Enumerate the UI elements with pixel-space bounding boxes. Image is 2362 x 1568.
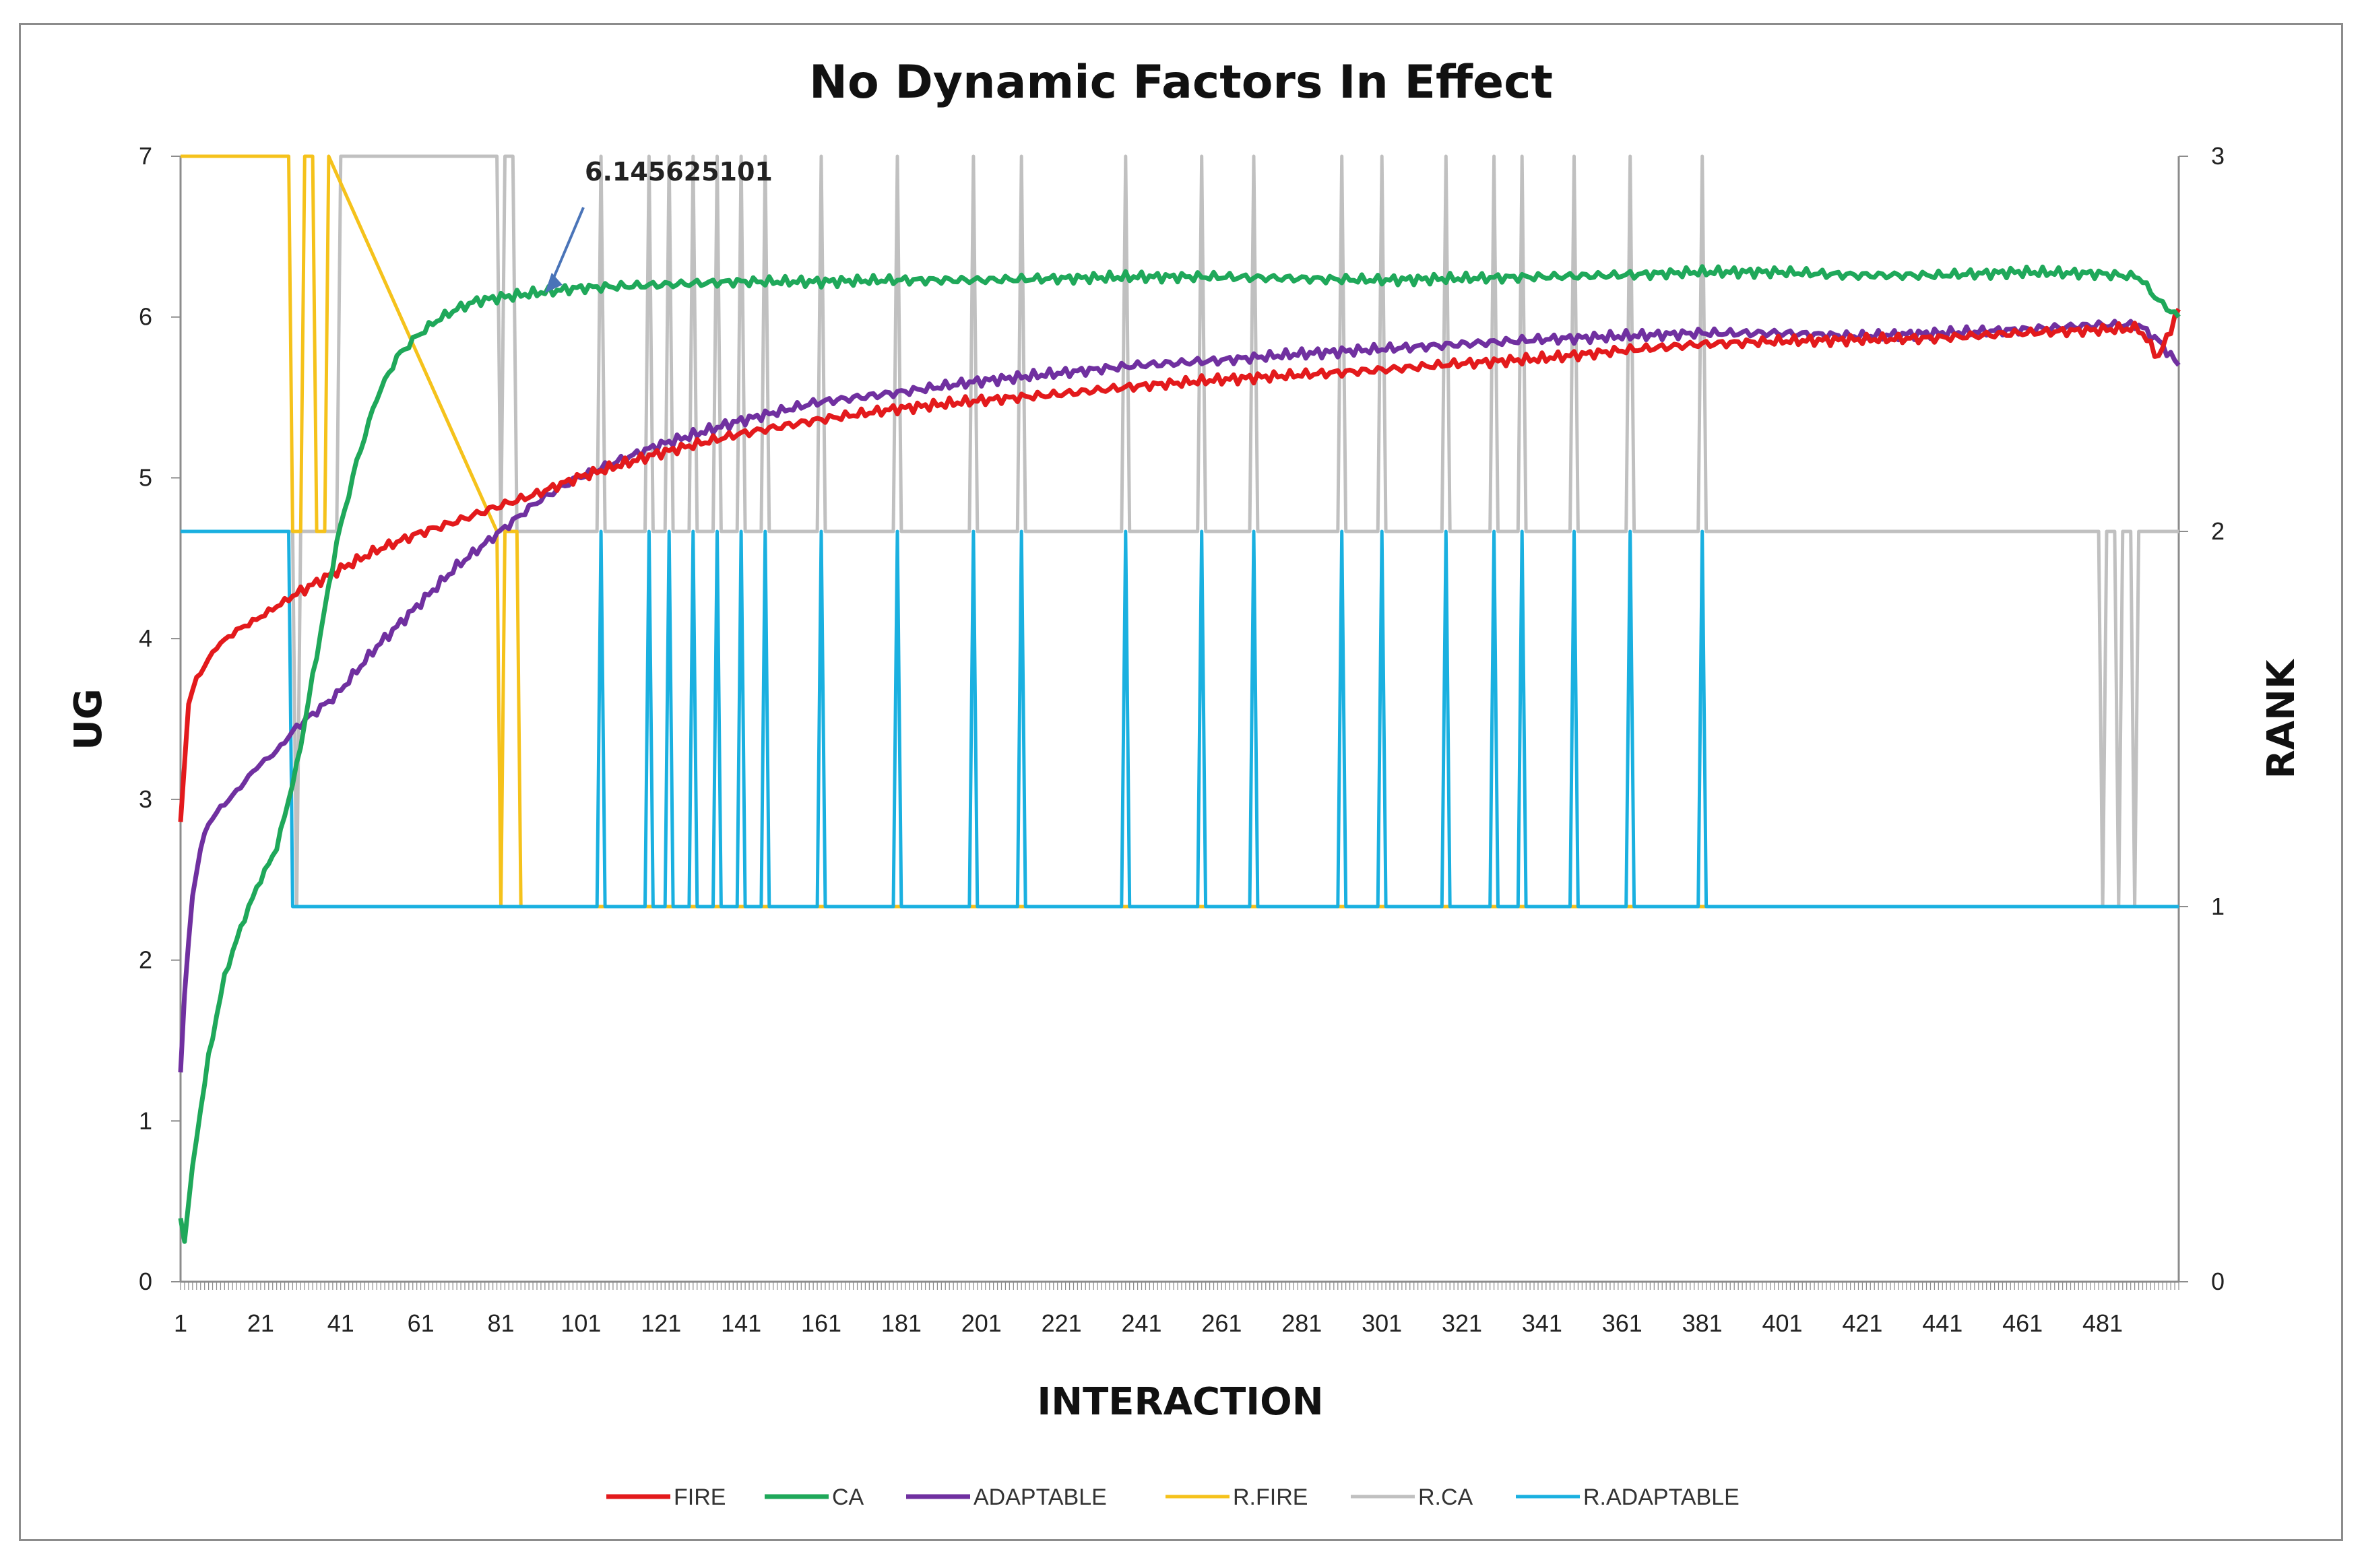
x-tick-label: 401 bbox=[1762, 1309, 1803, 1337]
x-tick-label: 161 bbox=[801, 1309, 841, 1337]
x-tick-label: 41 bbox=[327, 1309, 354, 1337]
x-tick-label: 61 bbox=[408, 1309, 435, 1337]
x-tick-label: 81 bbox=[487, 1309, 514, 1337]
x-tick-label: 361 bbox=[1602, 1309, 1642, 1337]
x-tick-label: 221 bbox=[1042, 1309, 1082, 1337]
x-tick-label: 421 bbox=[1842, 1309, 1882, 1337]
series-line-ca bbox=[178, 264, 2181, 1244]
x-tick-label: 1 bbox=[174, 1309, 187, 1337]
x-tick-label: 481 bbox=[2082, 1309, 2123, 1337]
x-tick-label: 461 bbox=[2002, 1309, 2043, 1337]
y-tick-label: 5 bbox=[139, 463, 152, 491]
y2-tick-label: 3 bbox=[2211, 142, 2225, 170]
series-line-r-ca bbox=[181, 154, 2179, 909]
legend-label: R.CA bbox=[1418, 1484, 1473, 1510]
x-tick-label: 321 bbox=[1442, 1309, 1482, 1337]
x-tick-label: 21 bbox=[247, 1309, 274, 1337]
x-tick-label: 121 bbox=[641, 1309, 681, 1337]
x-tick-label: 441 bbox=[1922, 1309, 1962, 1337]
legend-label: FIRE bbox=[674, 1484, 726, 1510]
x-tick-label: 261 bbox=[1201, 1309, 1242, 1337]
y-tick-label: 4 bbox=[139, 624, 152, 652]
chart-title: No Dynamic Factors In Effect bbox=[809, 56, 1553, 109]
y-axis-title: UG bbox=[67, 688, 110, 750]
x-tick-label: 341 bbox=[1522, 1309, 1562, 1337]
y-tick-label: 7 bbox=[139, 142, 152, 170]
y-tick-label: 2 bbox=[139, 946, 152, 974]
y2-tick-label: 0 bbox=[2211, 1268, 2225, 1295]
series-layer bbox=[178, 154, 2181, 1244]
x-tick-label: 381 bbox=[1682, 1309, 1723, 1337]
legend-label: R.FIRE bbox=[1233, 1484, 1308, 1510]
x-tick-label: 301 bbox=[1362, 1309, 1402, 1337]
y2-tick-label: 1 bbox=[2211, 892, 2225, 920]
x-tick-label: 141 bbox=[721, 1309, 761, 1337]
annotation-arrow-head bbox=[544, 272, 563, 293]
series-line-adaptable bbox=[178, 319, 2181, 1073]
x-tick-label: 201 bbox=[961, 1309, 1002, 1337]
annotation-label: 6.145625101 bbox=[585, 157, 773, 187]
series-line-fire bbox=[178, 308, 2181, 822]
legend-label: CA bbox=[832, 1484, 864, 1510]
y-tick-label: 3 bbox=[139, 785, 152, 813]
y-tick-label: 0 bbox=[139, 1268, 152, 1295]
annotation: 6.145625101 bbox=[544, 157, 773, 293]
x-tick-label: 281 bbox=[1281, 1309, 1322, 1337]
x-axis-title: INTERACTION bbox=[1037, 1380, 1323, 1424]
series-line-r-fire bbox=[181, 154, 2179, 909]
y2-tick-label: 2 bbox=[2211, 517, 2225, 545]
y-tick-label: 6 bbox=[139, 303, 152, 331]
legend-label: R.ADAPTABLE bbox=[1583, 1484, 1739, 1510]
x-tick-label: 241 bbox=[1121, 1309, 1161, 1337]
axes: 1 21 41 61 81 101 121 141 161 181 201 221 241 261 281 3… bbox=[139, 142, 2225, 1337]
series-line-r-adaptable bbox=[181, 529, 2179, 909]
y2-axis-title: RANK bbox=[2260, 658, 2303, 779]
legend-label: ADAPTABLE bbox=[973, 1484, 1107, 1510]
y-tick-label: 1 bbox=[139, 1107, 152, 1134]
legend: FIRE CA ADAPTABLE R.FIRE R.CA R.ADAPTABLE bbox=[606, 1484, 1739, 1510]
x-tick-label: 181 bbox=[881, 1309, 922, 1337]
x-tick-label: 101 bbox=[561, 1309, 601, 1337]
annotation-arrow bbox=[548, 207, 585, 290]
